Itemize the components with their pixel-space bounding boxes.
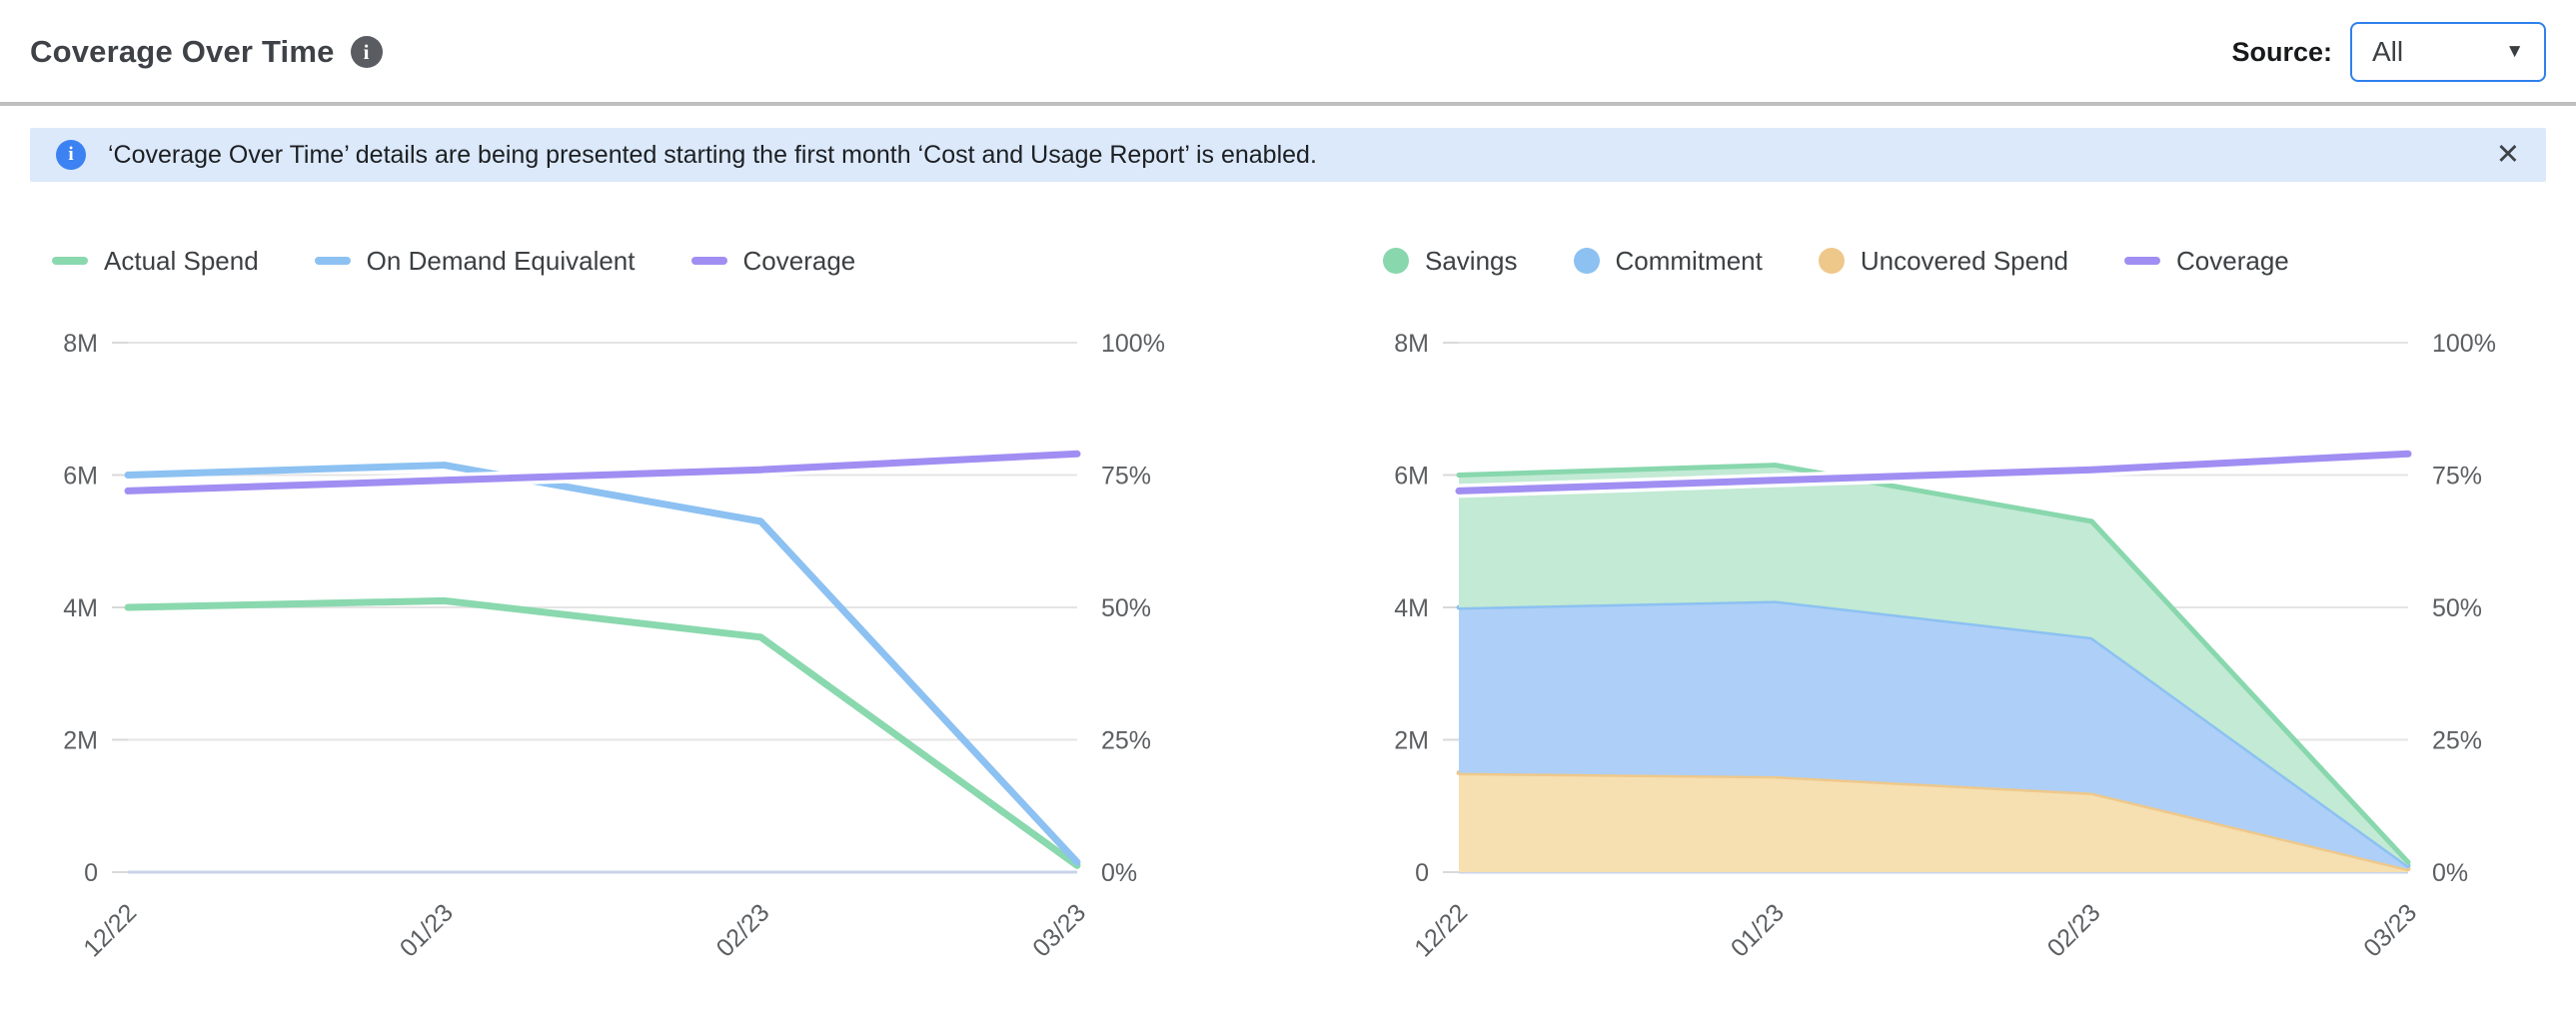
area-savings — [1459, 465, 2408, 866]
series-line-coverage — [1455, 450, 2412, 495]
legend-item-commitment[interactable]: Commitment — [1573, 245, 1763, 277]
y-axis-label-left: 4M — [63, 594, 98, 622]
y-axis-label-left: 0 — [1415, 859, 1429, 887]
x-axis-label: 01/23 — [1726, 898, 1790, 962]
legend-marker-coverage — [2124, 257, 2160, 265]
legend-item-on-demand-equivalent[interactable]: On Demand Equivalent — [314, 245, 636, 277]
chevron-down-icon: ▼ — [2505, 41, 2524, 62]
charts-row: Actual Spend On Demand Equivalent Coverage… — [0, 244, 2576, 995]
source-label: Source: — [2231, 36, 2332, 67]
y-axis-label-left: 4M — [1394, 594, 1429, 622]
legend-item-savings[interactable]: Savings — [1383, 246, 1518, 277]
legend-label: Commitment — [1615, 245, 1763, 276]
y-axis-label-right: 100% — [2432, 330, 2496, 358]
x-axis-label: 03/23 — [2358, 898, 2422, 962]
legend-label: Uncovered Spend — [1860, 245, 2068, 276]
source-filter: Source: All ▼ — [2231, 22, 2546, 82]
legend-item-coverage[interactable]: Coverage — [2124, 246, 2289, 277]
y-axis-label-right: 100% — [1101, 330, 1165, 358]
x-axis-label: 01/23 — [395, 898, 459, 962]
info-banner: i ‘Coverage Over Time’ details are being… — [30, 128, 2546, 182]
series-line-on-demand-equivalent — [124, 462, 1081, 866]
legend-marker-uncovered-spend — [1818, 248, 1845, 274]
header-divider — [0, 102, 2576, 106]
y-axis-label-right: 75% — [1101, 463, 1151, 491]
legend-item-coverage[interactable]: Coverage — [690, 245, 856, 277]
legend-marker-commitment — [1573, 248, 1600, 274]
x-axis-label: 12/22 — [78, 898, 142, 962]
legend-item-uncovered-spend[interactable]: Uncovered Spend — [1818, 245, 2068, 277]
y-axis-label-left: 6M — [1394, 463, 1429, 491]
y-axis-label-right: 50% — [1101, 594, 1151, 622]
source-dropdown[interactable]: All ▼ — [2350, 22, 2546, 82]
y-axis-label-left: 0 — [84, 859, 98, 887]
source-dropdown-value: All — [2372, 36, 2404, 67]
line-chart-legend: Actual Spend On Demand Equivalent Coverage — [18, 244, 1227, 278]
y-axis-label-left: 2M — [1394, 727, 1429, 755]
y-axis-label-right: 75% — [2432, 463, 2482, 491]
series-line-actual-spend — [124, 596, 1081, 869]
legend-label: Actual Spend — [104, 245, 259, 276]
legend-label: Savings — [1425, 245, 1518, 276]
legend-marker-actual-spend — [52, 257, 88, 265]
legend-label: Coverage — [2176, 245, 2289, 276]
series-line-coverage — [124, 450, 1081, 495]
y-axis-label-left: 8M — [1394, 330, 1429, 358]
area-uncovered-spend — [1459, 772, 2408, 872]
coverage-area-chart: 0 0% 2M 25% 4M 50% 6M 75% 8M 100% 12/22 01/23 02/23 0… — [1394, 330, 2496, 962]
coverage-line-chart: 0 0% 2M 25% 4M 50% 6M 75% 8M 100% 12/22 01/23 02/23 0… — [63, 330, 1165, 962]
y-axis-label-left: 2M — [63, 727, 98, 755]
coverage-line-chart-panel: Actual Spend On Demand Equivalent Coverage… — [18, 244, 1227, 995]
area-edge-savings — [1456, 463, 2411, 865]
y-axis-label-left: 8M — [63, 330, 98, 358]
x-axis-label: 02/23 — [711, 898, 775, 962]
y-axis-label-right: 25% — [2432, 727, 2482, 755]
y-axis-label-right: 50% — [2432, 594, 2482, 622]
info-icon[interactable]: i — [350, 36, 383, 68]
x-axis-label: 02/23 — [2042, 898, 2106, 962]
x-axis-label: 03/23 — [1027, 898, 1091, 962]
y-axis-label-right: 0% — [2432, 859, 2468, 887]
banner-text: ‘Coverage Over Time’ details are being p… — [108, 140, 1317, 169]
page-title: Coverage Over Time — [30, 34, 335, 69]
close-icon[interactable]: ✕ — [2495, 138, 2520, 171]
area-commitment — [1459, 600, 2408, 869]
y-axis-label-left: 6M — [63, 463, 98, 491]
y-axis-label-right: 25% — [1101, 727, 1151, 755]
banner-info-icon: i — [56, 140, 86, 170]
legend-marker-savings — [1383, 248, 1409, 274]
y-axis-label-right: 0% — [1101, 859, 1137, 887]
x-axis-label: 12/22 — [1409, 898, 1473, 962]
legend-label: On Demand Equivalent — [366, 245, 636, 276]
legend-label: Coverage — [742, 245, 856, 276]
legend-marker-coverage — [690, 257, 727, 265]
legend-marker-on-demand-equivalent — [314, 257, 351, 265]
area-chart-legend: Savings Commitment Uncovered Spend Coverage — [1349, 244, 2558, 278]
legend-item-actual-spend[interactable]: Actual Spend — [52, 246, 259, 277]
widget-header: Coverage Over Time i Source: All ▼ — [0, 0, 2576, 82]
coverage-area-chart-panel: Savings Commitment Uncovered Spend Coverage… — [1349, 244, 2558, 995]
